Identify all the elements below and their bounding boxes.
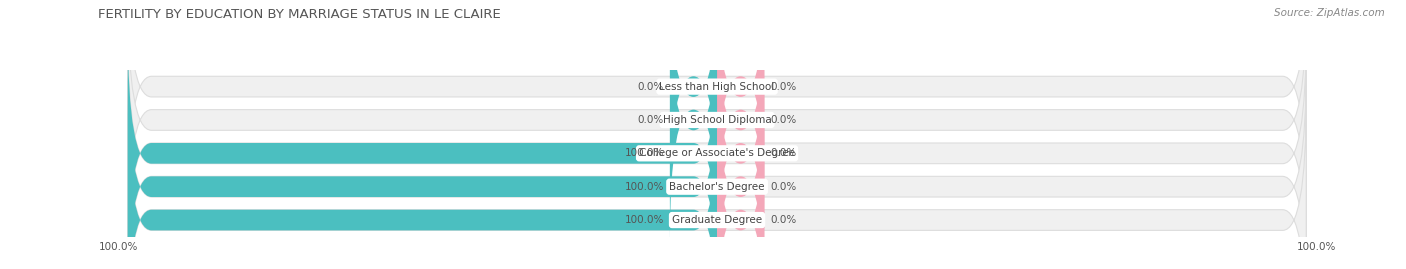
FancyBboxPatch shape: [128, 63, 1306, 269]
FancyBboxPatch shape: [128, 97, 1306, 269]
FancyBboxPatch shape: [717, 0, 765, 243]
FancyBboxPatch shape: [669, 0, 717, 243]
Text: 100.0%: 100.0%: [624, 182, 664, 192]
FancyBboxPatch shape: [128, 30, 1306, 269]
FancyBboxPatch shape: [128, 0, 1306, 243]
Text: 0.0%: 0.0%: [770, 82, 796, 92]
Text: Bachelor's Degree: Bachelor's Degree: [669, 182, 765, 192]
Text: 0.0%: 0.0%: [638, 82, 664, 92]
Text: 0.0%: 0.0%: [770, 215, 796, 225]
FancyBboxPatch shape: [128, 97, 717, 269]
Text: Less than High School: Less than High School: [659, 82, 775, 92]
FancyBboxPatch shape: [717, 63, 765, 269]
FancyBboxPatch shape: [717, 30, 765, 269]
Text: 0.0%: 0.0%: [770, 182, 796, 192]
FancyBboxPatch shape: [128, 63, 717, 269]
FancyBboxPatch shape: [128, 30, 717, 269]
Text: College or Associate's Degree: College or Associate's Degree: [640, 148, 794, 158]
Text: 100.0%: 100.0%: [624, 215, 664, 225]
Text: 100.0%: 100.0%: [98, 242, 138, 252]
Text: High School Diploma: High School Diploma: [662, 115, 772, 125]
FancyBboxPatch shape: [669, 0, 717, 210]
Text: Graduate Degree: Graduate Degree: [672, 215, 762, 225]
Text: FERTILITY BY EDUCATION BY MARRIAGE STATUS IN LE CLAIRE: FERTILITY BY EDUCATION BY MARRIAGE STATU…: [98, 8, 501, 21]
Text: 0.0%: 0.0%: [638, 115, 664, 125]
Text: Source: ZipAtlas.com: Source: ZipAtlas.com: [1274, 8, 1385, 18]
Text: 0.0%: 0.0%: [770, 148, 796, 158]
FancyBboxPatch shape: [128, 0, 1306, 210]
FancyBboxPatch shape: [717, 0, 765, 210]
Text: 0.0%: 0.0%: [770, 115, 796, 125]
Text: 100.0%: 100.0%: [1296, 242, 1336, 252]
FancyBboxPatch shape: [717, 97, 765, 269]
Text: 100.0%: 100.0%: [624, 148, 664, 158]
